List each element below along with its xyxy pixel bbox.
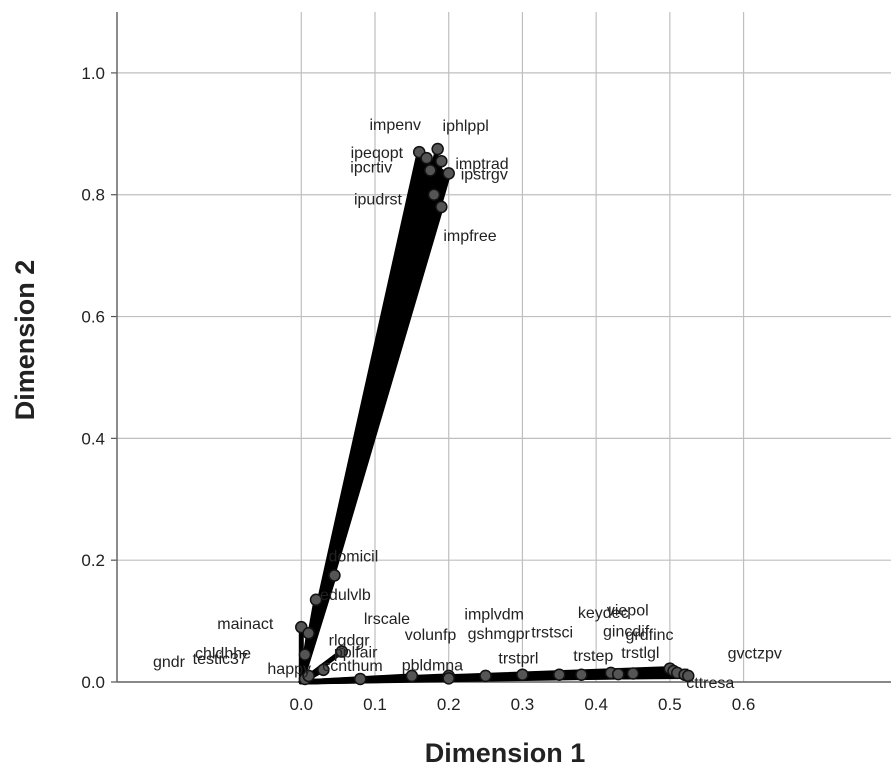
- point-label-rlgdgr: rlgdgr: [329, 632, 371, 649]
- point-layer: [295, 142, 695, 686]
- point-chldhhe: [298, 648, 312, 661]
- point-label-trstprl: trstprl: [498, 651, 538, 668]
- vector-bundle-upper: [301, 152, 449, 682]
- y-tick-label: 0.2: [81, 551, 105, 570]
- point-trstprl: [575, 668, 588, 681]
- y-tick-label: 1.0: [81, 64, 105, 83]
- point-ccnthum: [354, 672, 367, 686]
- point-label-viepol: viepol: [607, 603, 649, 620]
- point-label-domicil: domicil: [328, 548, 378, 565]
- point-label-pplfair: pplfair: [334, 645, 378, 662]
- x-tick-label: 0.6: [732, 695, 756, 714]
- point-label-trstlgl: trstlgl: [621, 645, 659, 662]
- point-ipstrgv: [442, 167, 455, 180]
- point-ipudrst: [427, 188, 441, 201]
- point-happy: [317, 663, 330, 677]
- point-label-ccnthum: ccnthum: [322, 658, 382, 675]
- point-label-impenv: impenv: [369, 117, 421, 134]
- point-label-chldhhe: chldhhe: [195, 646, 251, 663]
- grid-layer: [117, 12, 891, 683]
- point-pbldmna: [442, 672, 455, 685]
- x-tick-label: 0.0: [289, 695, 313, 714]
- point-label-testic37: testic37: [193, 651, 248, 668]
- point-rlgdgr: [302, 627, 315, 640]
- y-tick-label: 0.0: [81, 673, 105, 692]
- point-label-implvdm: implvdm: [464, 607, 524, 624]
- label-layer: impenv iphlppl ipeqopt imptrad ipcrtiv ipstrg…: [153, 117, 782, 692]
- point-label-keydec: keydec: [578, 605, 629, 622]
- point-label-volunfp: volunfp: [405, 627, 457, 644]
- point-label-ipstrgv: ipstrgv: [461, 166, 508, 183]
- point-label-gincdif: gincdif: [603, 623, 650, 640]
- point-label-impfree: impfree: [443, 228, 496, 245]
- point-imptrad: [435, 154, 448, 168]
- point-gincdif: [626, 667, 640, 680]
- point-label-imptrad: imptrad: [455, 156, 508, 173]
- point-cttresa: [682, 669, 695, 683]
- point-label-grdfinc: grdfinc: [626, 627, 674, 644]
- point-ipcrtiv: [424, 164, 437, 177]
- point-label-lrscale: lrscale: [364, 611, 410, 628]
- point-label-cttresa: cttresa: [686, 675, 734, 692]
- point-ipeqopt: [420, 151, 433, 165]
- point-label-ipeqopt: ipeqopt: [351, 145, 404, 162]
- point-testic37: [302, 669, 315, 683]
- point-label-ipcrtiv: ipcrtiv: [350, 159, 392, 176]
- point-edulvlb: [309, 593, 323, 607]
- point-impfree: [435, 200, 448, 214]
- y-tick-label: 0.4: [81, 429, 105, 448]
- point-implvdm: [516, 668, 529, 681]
- y-tick-label: 0.6: [81, 308, 105, 327]
- point-label-happy: happy: [267, 661, 311, 678]
- point-label-gndr: gndr: [153, 654, 186, 671]
- point-label-gvctzpv: gvctzpv: [728, 646, 782, 663]
- point-gshmgpr: [479, 669, 492, 683]
- point-label-edulvlb: edulvlb: [320, 587, 371, 604]
- point-pplfair: [335, 645, 349, 658]
- x-tick-label: 0.5: [658, 695, 682, 714]
- point-label-gshmgpr: gshmgpr: [468, 626, 531, 643]
- point-label-iphlppl: iphlppl: [443, 118, 489, 135]
- point-lrscale: [405, 669, 419, 683]
- x-tick-label: 0.2: [437, 695, 461, 714]
- point-label-mainact: mainact: [217, 616, 274, 633]
- point-label-ipudrst: ipudrst: [354, 192, 403, 209]
- point-iphlppl: [431, 142, 444, 156]
- point-label-trstsci: trstsci: [531, 625, 573, 642]
- y-tick-label: 0.8: [81, 186, 105, 205]
- point-trstsci: [553, 668, 566, 681]
- x-tick-label: 0.1: [363, 695, 387, 714]
- point-label-trstep: trstep: [573, 648, 613, 665]
- point-label-pbldmna: pbldmna: [402, 657, 463, 674]
- point-domicil: [328, 569, 341, 582]
- point-trstep: [612, 667, 625, 681]
- y-axis-title: Dimension 2: [10, 260, 40, 421]
- x-tick-label: 0.3: [511, 695, 535, 714]
- x-tick-label: 0.4: [584, 695, 608, 714]
- axis-layer: 0.0 0.1 0.2 0.3 0.4 0.5 0.6 0.0 0.2 0.4 0.6 0.8 1.0: [81, 12, 891, 714]
- vector-bundle-lower: [301, 668, 689, 682]
- x-axis-title: Dimension 1: [425, 738, 586, 768]
